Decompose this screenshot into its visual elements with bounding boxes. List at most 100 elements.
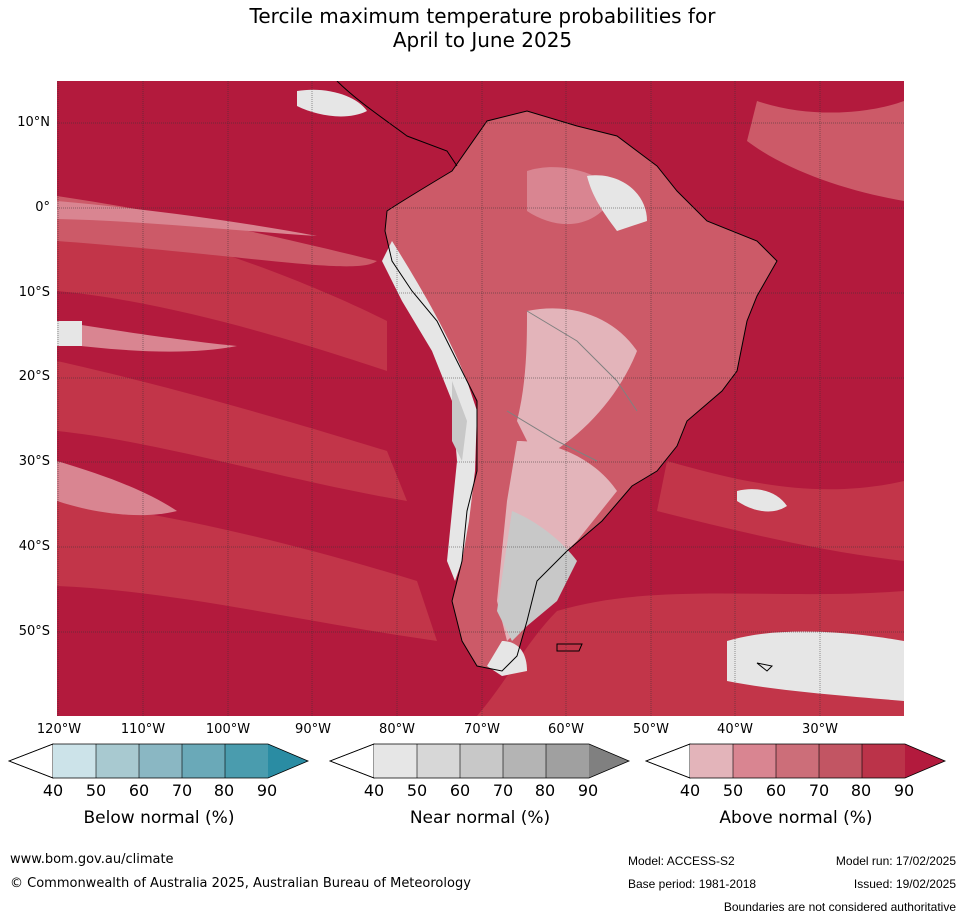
probability-map	[57, 81, 904, 716]
tick-label: 80	[534, 781, 556, 800]
contour-above-80	[57, 211, 387, 371]
contour-near-60	[452, 381, 467, 461]
colorbar-segment	[503, 744, 546, 778]
contour-near-40	[587, 175, 647, 231]
lon-label-90w: 90°W	[295, 722, 331, 737]
contour-above-80	[57, 501, 437, 641]
coastline-south-america	[384, 110, 778, 672]
colorbar-segment	[96, 744, 139, 778]
tick-label: 80	[213, 781, 235, 800]
contour-near-40	[727, 631, 904, 701]
colorbar-near-title: Near normal (%)	[409, 808, 551, 828]
lon-label-50w: 50°W	[633, 722, 669, 737]
tick-label: 40	[42, 781, 64, 800]
country-borders	[506, 310, 638, 462]
lon-label-60w: 60°W	[548, 722, 584, 737]
lat-label-equator: 0°	[35, 200, 50, 215]
tick-label: 80	[850, 781, 872, 800]
contour-near-40	[487, 641, 527, 676]
lon-label-40w: 40°W	[717, 722, 753, 737]
contour-above-60	[57, 321, 237, 352]
footer-issued: Issued: 19/02/2025	[853, 877, 956, 891]
colorbar-segment	[690, 744, 733, 778]
tick-label: 90	[577, 781, 599, 800]
colorbar-above-normal	[645, 743, 947, 779]
lat-label-50s: 50°S	[18, 624, 50, 639]
tick-label: 60	[128, 781, 150, 800]
colorbar-segment	[776, 744, 819, 778]
footer-copyright: © Commonwealth of Australia 2025, Austra…	[10, 876, 471, 891]
colorbar-segment	[225, 744, 268, 778]
footer-model-run: Model run: 17/02/2025	[835, 854, 956, 868]
contour-near-40	[297, 89, 367, 117]
colorbar-segment	[53, 744, 96, 778]
colorbar-extend-high	[905, 744, 945, 778]
colorbar-below-normal	[8, 743, 310, 779]
tick-label: 90	[256, 781, 278, 800]
lat-label-20s: 20°S	[18, 369, 50, 384]
colorbar-outline	[329, 743, 631, 779]
tick-label: 60	[449, 781, 471, 800]
contour-near-40	[737, 489, 787, 512]
probability-contours	[57, 89, 904, 716]
colorbar-segment	[417, 744, 460, 778]
lat-label-10n: 10°N	[17, 115, 50, 130]
colorbar-outline	[8, 743, 310, 779]
colorbar-extend-low	[645, 743, 691, 779]
colorbar-extend-low	[8, 743, 54, 779]
colorbar-outline	[645, 743, 947, 779]
colorbar-above-title: Above normal (%)	[719, 808, 873, 828]
contour-near-40	[57, 321, 82, 346]
map-title-line2: April to June 2025	[392, 28, 573, 52]
colorbar-segment	[374, 744, 417, 778]
colorbar-segment	[460, 744, 503, 778]
tick-label: 50	[722, 781, 744, 800]
map-title: Tercile maximum temperature probabilitie…	[0, 4, 965, 52]
colorbar-below-title: Below normal (%)	[83, 808, 235, 828]
colorbar-segment	[139, 744, 182, 778]
contour-above-50	[517, 308, 637, 461]
lon-label-30w: 30°W	[802, 722, 838, 737]
footer-model: Model: ACCESS-S2	[628, 854, 735, 868]
tick-label: 60	[765, 781, 787, 800]
colorbar-segment	[819, 744, 862, 778]
colorbar-extend-high	[589, 744, 629, 778]
contour-above-60	[57, 461, 177, 516]
tick-label: 70	[492, 781, 514, 800]
colorbar-extend-high	[268, 744, 308, 778]
map-canvas	[57, 81, 904, 716]
lat-label-30s: 30°S	[18, 454, 50, 469]
contour-above-80	[657, 461, 904, 561]
colorbar-near-normal	[329, 743, 631, 779]
lon-label-70w: 70°W	[464, 722, 500, 737]
lat-label-40s: 40°S	[18, 539, 50, 554]
coastlines	[336, 81, 778, 672]
contour-above-70	[747, 101, 904, 201]
colorbar-segment	[733, 744, 776, 778]
footer-disclaimer: Boundaries are not considered authoritat…	[723, 900, 956, 914]
tick-label: 50	[406, 781, 428, 800]
lon-label-120w: 120°W	[36, 722, 82, 737]
map-title-line1: Tercile maximum temperature probabilitie…	[249, 4, 716, 28]
lon-label-100w: 100°W	[205, 722, 251, 737]
colorbar-segment	[862, 744, 905, 778]
lon-label-80w: 80°W	[379, 722, 415, 737]
colorbar-segment	[546, 744, 589, 778]
tick-label: 40	[363, 781, 385, 800]
tick-label: 90	[893, 781, 915, 800]
footer-base-period: Base period: 1981-2018	[628, 877, 757, 891]
contour-above-60	[57, 201, 317, 236]
colorbar-extend-low	[329, 743, 375, 779]
lat-label-10s: 10°S	[18, 285, 50, 300]
coastline-islands	[556, 643, 774, 672]
tick-label: 70	[808, 781, 830, 800]
footer-url: www.bom.gov.au/climate	[10, 852, 174, 867]
lon-label-110w: 110°W	[120, 722, 166, 737]
tick-label: 40	[679, 781, 701, 800]
colorbar-segment	[182, 744, 225, 778]
tick-label: 70	[171, 781, 193, 800]
contour-near-60	[497, 511, 577, 641]
tick-label: 50	[85, 781, 107, 800]
coastline-central-america	[336, 81, 458, 167]
contour-above-80	[57, 361, 407, 501]
